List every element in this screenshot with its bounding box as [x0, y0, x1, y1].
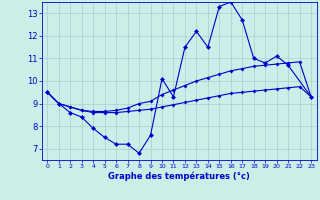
X-axis label: Graphe des températures (°c): Graphe des températures (°c)	[108, 172, 250, 181]
